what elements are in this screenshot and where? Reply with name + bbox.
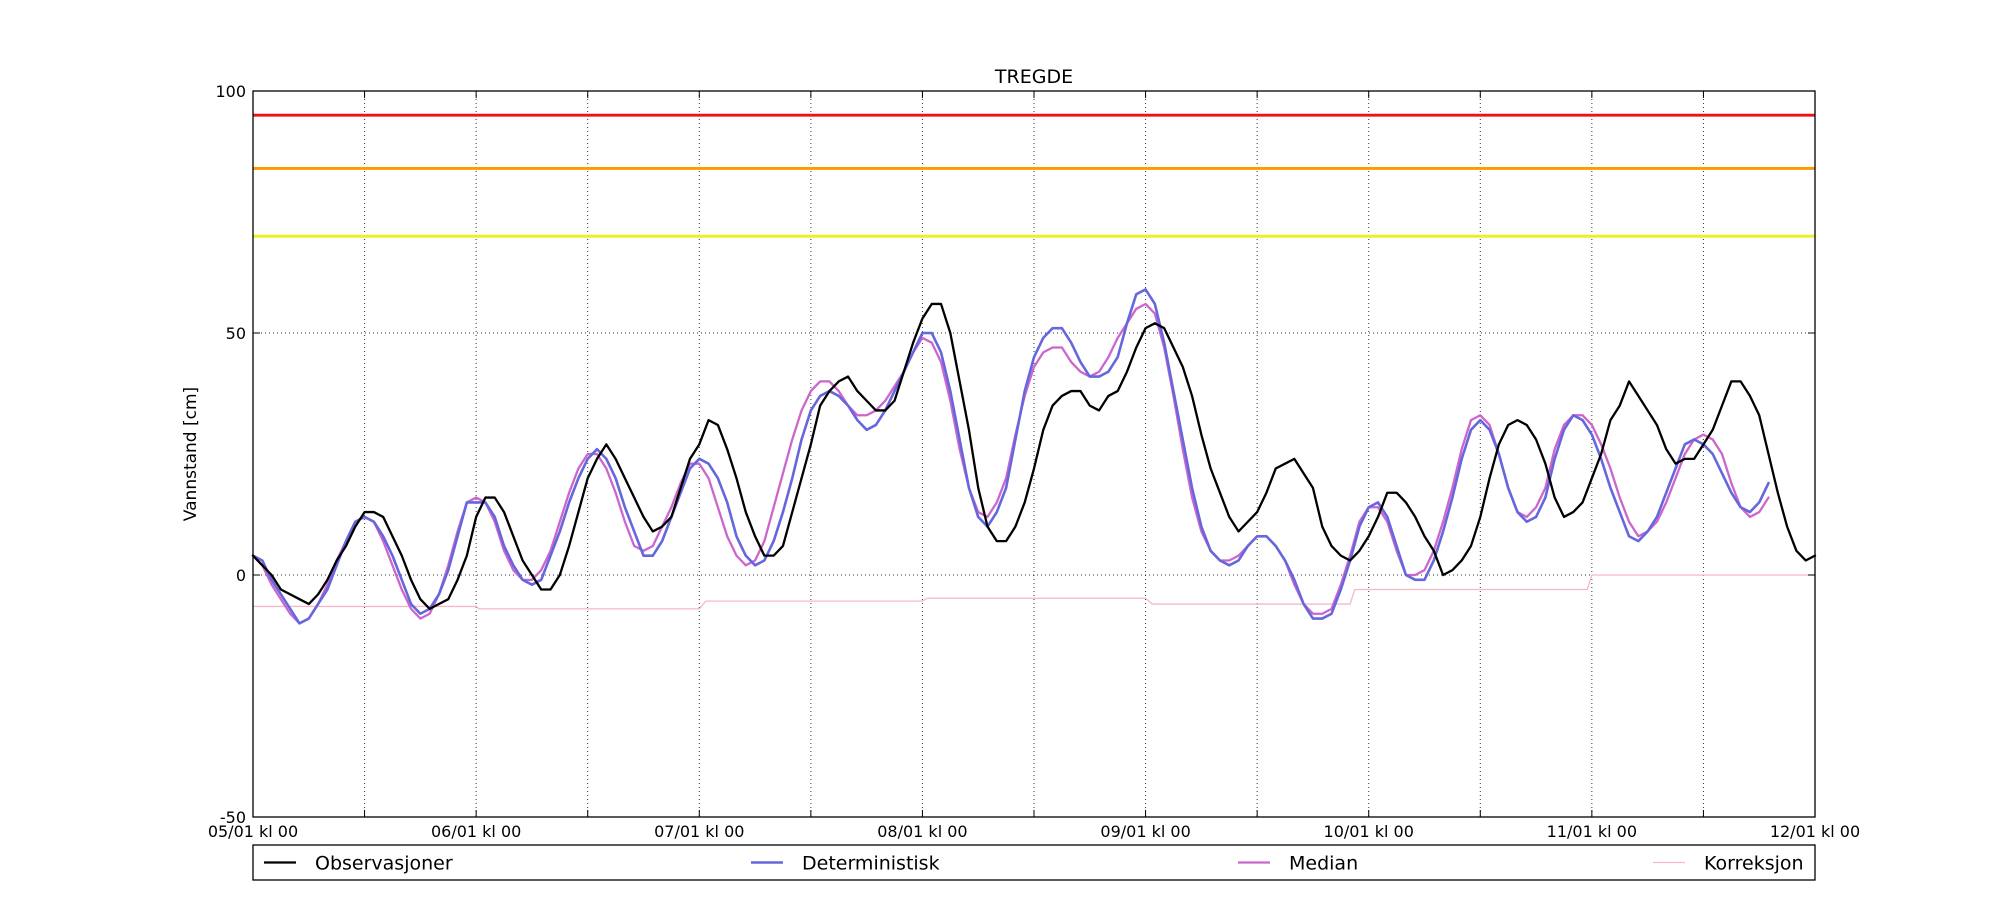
legend-frame [252, 844, 1816, 881]
x-tick-label: 08/01 kl 00 [877, 822, 967, 841]
y-axis-label: Vannstand [cm] [181, 387, 201, 521]
y-tick-label: 100 [215, 82, 246, 101]
x-tick-label: 10/01 kl 00 [1324, 822, 1414, 841]
x-tick-label: 05/01 kl 00 [208, 822, 298, 841]
data-series [251, 288, 1817, 625]
observasjoner-series-line [251, 302, 1817, 611]
legend-label-deterministisk: Deterministisk [802, 853, 940, 875]
legend: Observasjoner Deterministisk Median Korreks… [252, 844, 1816, 881]
x-tick-label: 06/01 kl 00 [431, 822, 521, 841]
x-tick-label: 07/01 kl 00 [654, 822, 744, 841]
axis-ticks: 05/01 kl 00 06/01 kl 00 07/01 kl 00 08/01 k… [208, 82, 1860, 841]
legend-label-median: Median [1289, 853, 1358, 875]
y-tick-label: 50 [226, 324, 246, 343]
x-tick-label: 09/01 kl 00 [1100, 822, 1190, 841]
grid-lines [253, 91, 1815, 817]
deterministisk-series-line [251, 288, 1770, 625]
x-tick-label: 12/01 kl 00 [1770, 822, 1860, 841]
y-tick-label: 0 [236, 566, 246, 585]
legend-label-observasjoner: Observasjoner [315, 853, 453, 875]
korreksjon-series-line [252, 574, 1816, 610]
legend-label-korreksjon: Korreksjon [1704, 853, 1804, 875]
x-tick-label: 11/01 kl 00 [1547, 822, 1637, 841]
threshold-lines [253, 113, 1815, 238]
chart-title: TREGDE [994, 66, 1073, 88]
y-tick-label: -50 [220, 808, 246, 827]
